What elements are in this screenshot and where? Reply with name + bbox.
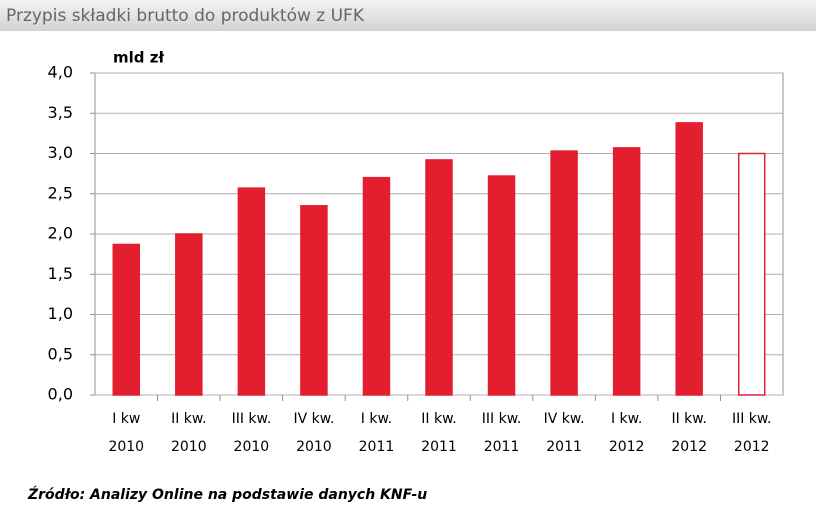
y-tick-label: 4,0 [48,63,73,82]
x-tick-label: IV kw. [293,411,334,427]
y-tick-label: 0,5 [48,344,73,363]
y-tick-label: 2,0 [48,224,73,243]
y-tick-label: 1,0 [48,304,73,323]
x-tick-label: II kw. [171,411,206,427]
x-tick-label: 2012 [671,439,707,455]
bar [175,233,203,396]
x-tick-label: 2011 [484,439,520,455]
title-bar [0,0,816,31]
y-tick-label: 1,5 [48,264,73,283]
x-tick-label: 2010 [108,439,144,455]
source-note: Źródło: Analizy Online na podstawie dany… [27,485,427,503]
x-tick-label: 2012 [609,439,645,455]
x-tick-label: 2012 [734,439,770,455]
bar [237,187,266,396]
bar [675,122,703,396]
bar [362,176,391,396]
x-tick-label: 2010 [171,439,207,455]
x-tick-label: II kw. [671,411,706,427]
x-tick-label: III kw. [732,411,772,427]
x-tick-label: I kw [112,411,140,427]
x-tick-label: IV kw. [544,411,585,427]
chart-title: Przypis składki brutto do produktów z UF… [6,6,365,26]
bar [425,159,453,396]
y-axis-label: mld zł [113,49,164,67]
x-tick-label: I kw. [611,411,642,427]
x-tick-label: 2010 [296,439,332,455]
bar [612,147,641,396]
x-tick-label: II kw. [421,411,456,427]
bar [487,175,516,396]
x-tick-label: 2011 [421,439,457,455]
bar [550,150,578,396]
y-tick-label: 3,5 [48,103,73,122]
x-tick-label: 2010 [234,439,270,455]
bar [737,152,766,396]
y-tick-label: 2,5 [48,183,73,202]
x-tick-label: 2011 [546,439,582,455]
y-tick-label: 0,0 [48,385,73,404]
bar [112,243,141,396]
x-tick-label: III kw. [482,411,522,427]
x-tick-label: III kw. [232,411,272,427]
x-tick-label: 2011 [359,439,395,455]
y-tick-label: 3,0 [48,143,73,162]
bar [300,205,328,396]
x-tick-label: I kw. [361,411,392,427]
